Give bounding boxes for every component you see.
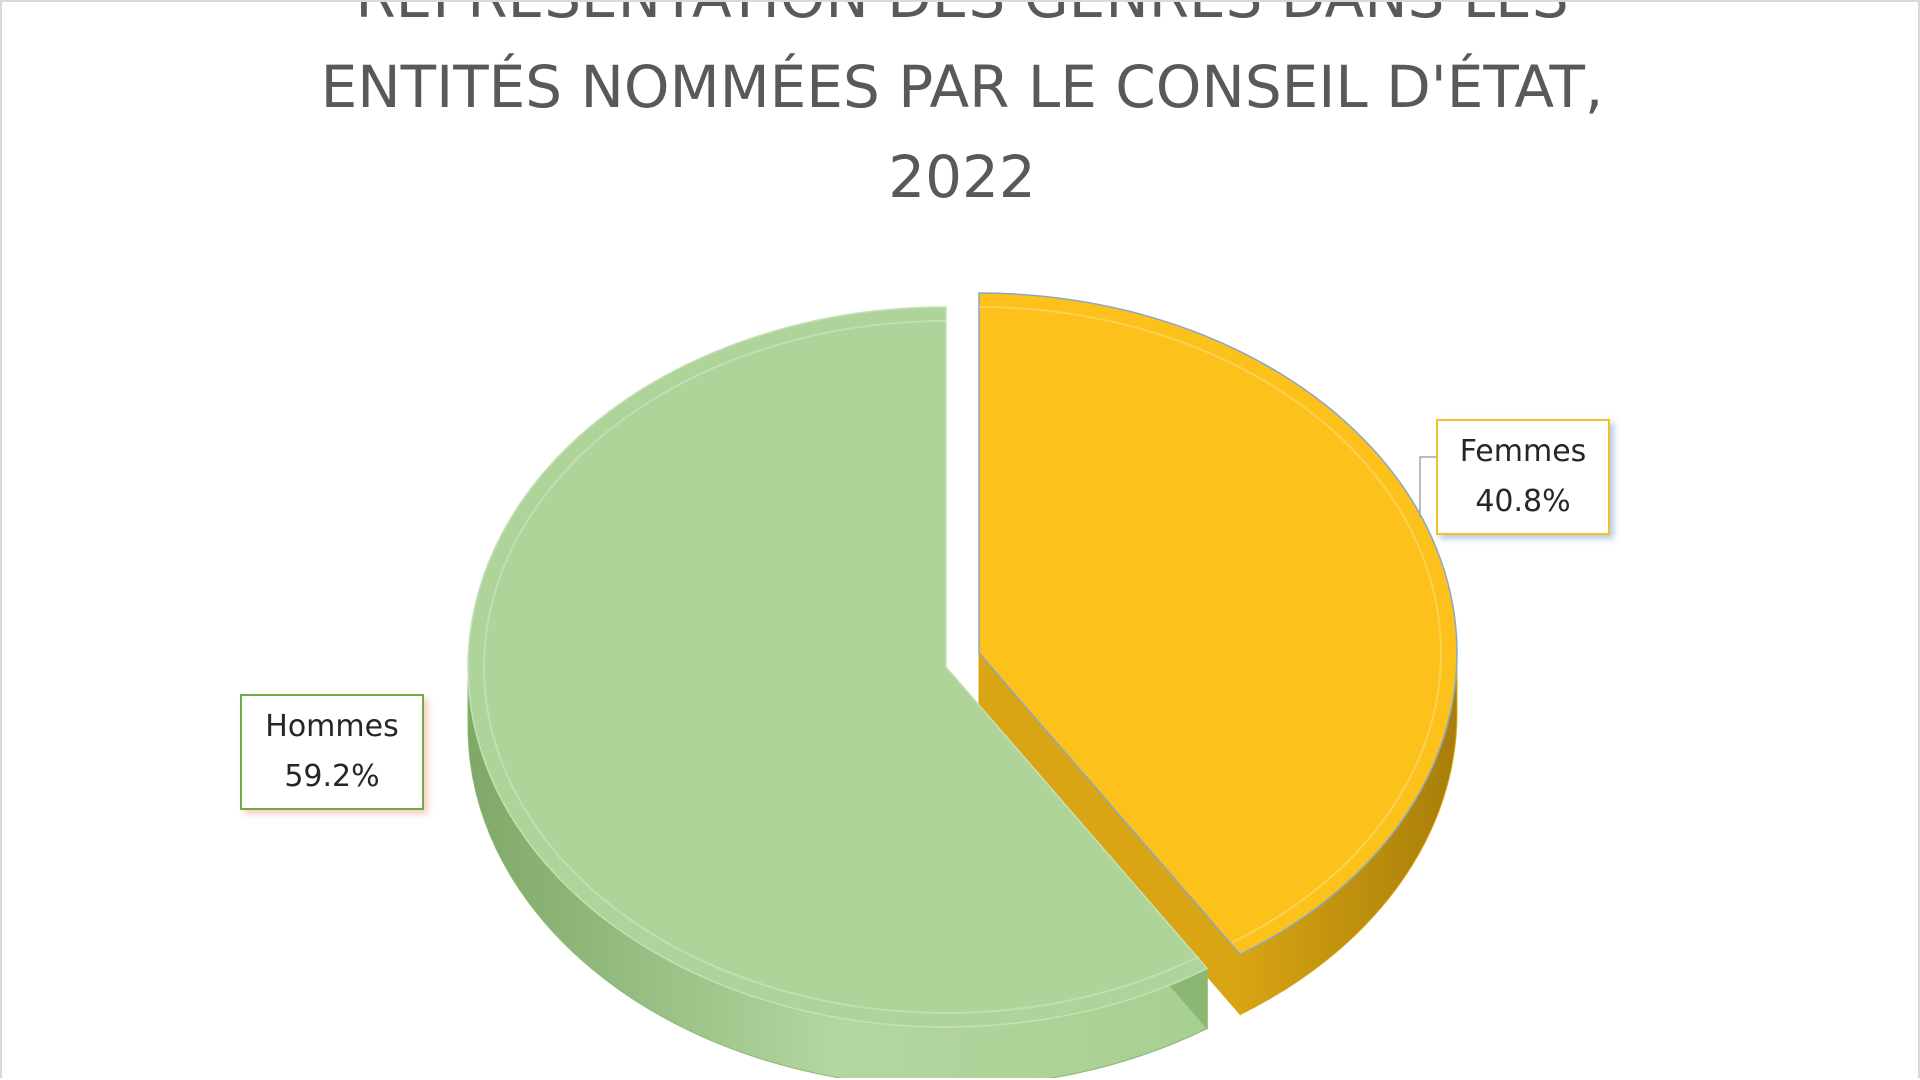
chart-title-line-3: 2022 <box>888 143 1036 211</box>
data-label-femmes: Femmes 40.8% <box>1436 419 1610 535</box>
chart-title-line-2: ENTITÉS NOMMÉES PAR LE CONSEIL D'ÉTAT, <box>320 53 1604 121</box>
femmes-leader-line <box>1419 456 1436 517</box>
pie-slice-hommes <box>467 306 1209 1028</box>
data-label-femmes-value: 40.8% <box>1475 484 1571 519</box>
pie-slice-bevel-hommes <box>483 320 1199 1014</box>
chart-title: REPRÉSENTATION DES GENRES DANS LES ENTIT… <box>2 2 1918 222</box>
data-label-hommes-name: Hommes <box>265 709 399 744</box>
data-label-femmes-name: Femmes <box>1459 434 1587 469</box>
pie-slice-femmes <box>978 292 1458 956</box>
data-label-hommes: Hommes 59.2% <box>240 694 424 810</box>
pie-slice-bevel-femmes <box>978 306 1442 944</box>
chart-title-line-1: REPRÉSENTATION DES GENRES DANS LES <box>2 2 1918 42</box>
data-label-hommes-value: 59.2% <box>284 759 380 794</box>
